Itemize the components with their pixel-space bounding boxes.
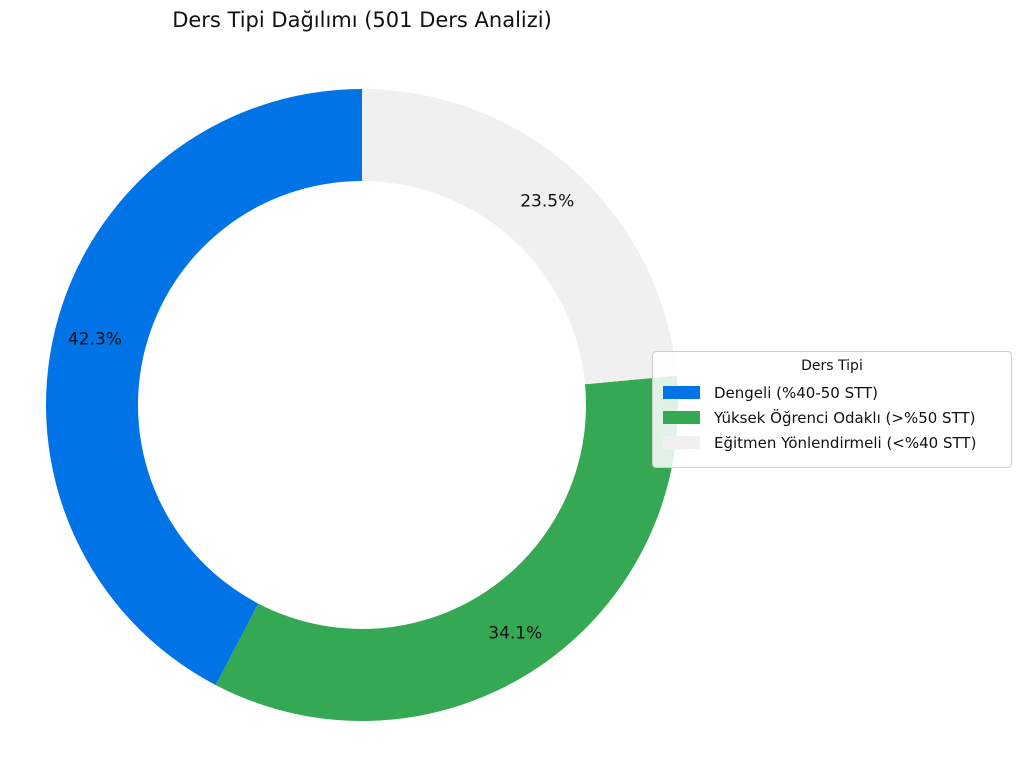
chart-title: Ders Tipi Dağılımı (501 Ders Analizi) [172,8,552,32]
chart-legend: Ders Tipi Dengeli (%40-50 STT) Yüksek Öğ… [652,351,1012,468]
donut-slice-0 [45,89,362,686]
legend-label: Yüksek Öğrenci Odaklı (>%50 STT) [714,408,976,427]
legend-label: Dengeli (%40-50 STT) [714,383,879,402]
legend-item-yuksek-ogrenci-odakli: Yüksek Öğrenci Odaklı (>%50 STT) [663,405,1001,430]
legend-label: Eğitmen Yönlendirmeli (<%40 STT) [714,433,977,452]
slice-percent-label-0: 42.3% [68,329,122,349]
legend-swatch [663,436,700,449]
donut-slice-1 [215,375,678,721]
legend-item-egitmen-yonlendirmeli: Eğitmen Yönlendirmeli (<%40 STT) [663,430,1001,455]
slice-percent-label-1: 34.1% [488,623,542,643]
legend-title: Ders Tipi [801,358,863,374]
donut-slice-2 [362,89,677,385]
legend-swatch [663,386,700,399]
legend-swatch [663,411,700,424]
slice-percent-label-2: 23.5% [520,192,574,212]
legend-item-dengeli: Dengeli (%40-50 STT) [663,380,1001,405]
